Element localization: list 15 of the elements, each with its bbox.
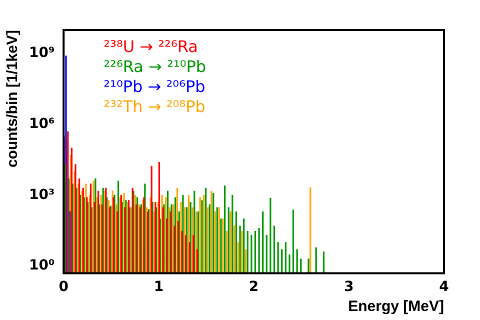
x-tick-label: 4 <box>439 279 450 296</box>
x-axis-title: Energy [MeV] <box>348 298 444 316</box>
x-tick-label: 3 <box>344 279 354 296</box>
y-tick-label: 10⁹ <box>28 45 55 62</box>
y-tick-label: 10³ <box>28 186 55 203</box>
y-tick-label: 10⁶ <box>28 116 55 132</box>
x-tick-label: 0 <box>58 279 69 296</box>
x-tick-label: 2 <box>248 279 259 296</box>
text: ²²⁶Ra → ²¹⁰Pb <box>104 57 206 76</box>
text: ²³⁸U → ²²⁶Ra <box>104 37 198 56</box>
x-tick-label: 1 <box>154 279 164 296</box>
y-tick-label: 10⁰ <box>28 258 55 274</box>
y-axis-title: counts/bin [1/1keV] <box>4 30 22 168</box>
text: ²³²Th → ²⁰⁸Pb <box>104 97 206 116</box>
text: ²¹⁰Pb → ²⁰⁶Pb <box>104 77 206 96</box>
